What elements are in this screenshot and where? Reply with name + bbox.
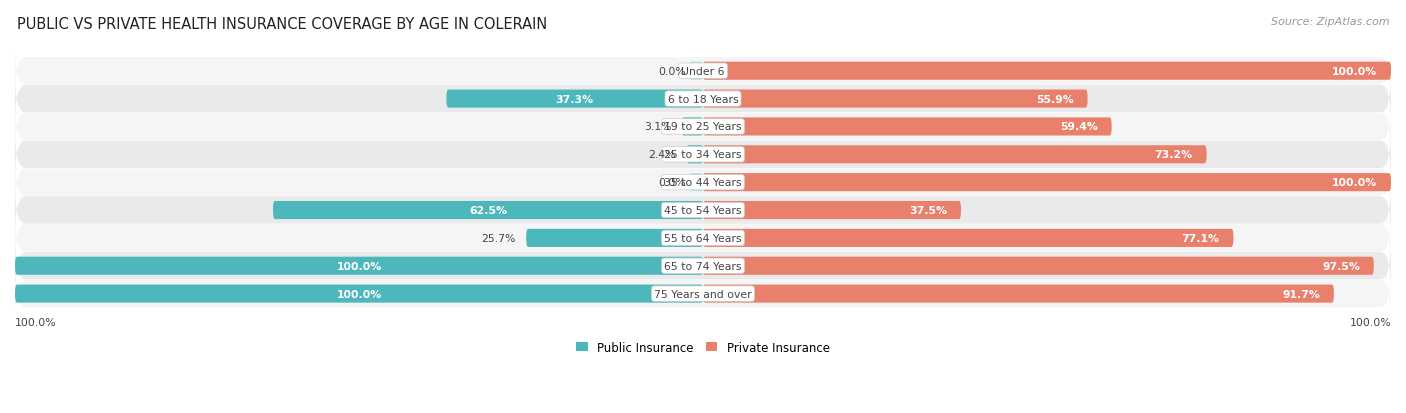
Text: 0.0%: 0.0%	[658, 66, 686, 76]
Text: 35 to 44 Years: 35 to 44 Years	[664, 178, 742, 188]
FancyBboxPatch shape	[703, 146, 1206, 164]
FancyBboxPatch shape	[703, 257, 1374, 275]
FancyBboxPatch shape	[682, 118, 703, 136]
Text: 55.9%: 55.9%	[1036, 94, 1074, 104]
Text: 73.2%: 73.2%	[1154, 150, 1192, 160]
FancyBboxPatch shape	[446, 90, 703, 108]
FancyBboxPatch shape	[703, 285, 1334, 303]
FancyBboxPatch shape	[703, 90, 1088, 108]
FancyBboxPatch shape	[273, 202, 703, 220]
FancyBboxPatch shape	[703, 202, 960, 220]
FancyBboxPatch shape	[15, 99, 1391, 155]
Text: Source: ZipAtlas.com: Source: ZipAtlas.com	[1271, 17, 1389, 26]
FancyBboxPatch shape	[15, 285, 703, 303]
Text: 37.5%: 37.5%	[910, 206, 948, 216]
FancyBboxPatch shape	[689, 62, 703, 81]
Text: Under 6: Under 6	[682, 66, 724, 76]
FancyBboxPatch shape	[15, 71, 1391, 128]
Text: 25.7%: 25.7%	[481, 233, 516, 243]
Text: 6 to 18 Years: 6 to 18 Years	[668, 94, 738, 104]
Text: 0.0%: 0.0%	[658, 178, 686, 188]
Legend: Public Insurance, Private Insurance: Public Insurance, Private Insurance	[571, 337, 835, 359]
Text: 62.5%: 62.5%	[470, 206, 508, 216]
FancyBboxPatch shape	[15, 257, 703, 275]
Text: 55 to 64 Years: 55 to 64 Years	[664, 233, 742, 243]
FancyBboxPatch shape	[15, 183, 1391, 239]
FancyBboxPatch shape	[689, 174, 703, 192]
Text: 75 Years and over: 75 Years and over	[654, 289, 752, 299]
FancyBboxPatch shape	[15, 238, 1391, 294]
Text: 59.4%: 59.4%	[1060, 122, 1098, 132]
Text: 100.0%: 100.0%	[1331, 66, 1378, 76]
FancyBboxPatch shape	[15, 127, 1391, 183]
Text: 100.0%: 100.0%	[15, 318, 56, 328]
FancyBboxPatch shape	[703, 62, 1391, 81]
FancyBboxPatch shape	[15, 210, 1391, 266]
Text: PUBLIC VS PRIVATE HEALTH INSURANCE COVERAGE BY AGE IN COLERAIN: PUBLIC VS PRIVATE HEALTH INSURANCE COVER…	[17, 17, 547, 31]
Text: 100.0%: 100.0%	[336, 261, 381, 271]
FancyBboxPatch shape	[686, 146, 703, 164]
FancyBboxPatch shape	[15, 266, 1391, 322]
Text: 3.1%: 3.1%	[644, 122, 671, 132]
Text: 2.4%: 2.4%	[648, 150, 676, 160]
Text: 100.0%: 100.0%	[336, 289, 381, 299]
FancyBboxPatch shape	[526, 229, 703, 247]
Text: 77.1%: 77.1%	[1181, 233, 1219, 243]
FancyBboxPatch shape	[15, 154, 1391, 211]
Text: 19 to 25 Years: 19 to 25 Years	[664, 122, 742, 132]
Text: 25 to 34 Years: 25 to 34 Years	[664, 150, 742, 160]
Text: 97.5%: 97.5%	[1322, 261, 1360, 271]
Text: 45 to 54 Years: 45 to 54 Years	[664, 206, 742, 216]
Text: 100.0%: 100.0%	[1331, 178, 1378, 188]
FancyBboxPatch shape	[15, 43, 1391, 100]
Text: 37.3%: 37.3%	[555, 94, 593, 104]
FancyBboxPatch shape	[703, 118, 1112, 136]
Text: 91.7%: 91.7%	[1282, 289, 1320, 299]
FancyBboxPatch shape	[703, 174, 1391, 192]
Text: 65 to 74 Years: 65 to 74 Years	[664, 261, 742, 271]
Text: 100.0%: 100.0%	[1350, 318, 1391, 328]
FancyBboxPatch shape	[703, 229, 1233, 247]
